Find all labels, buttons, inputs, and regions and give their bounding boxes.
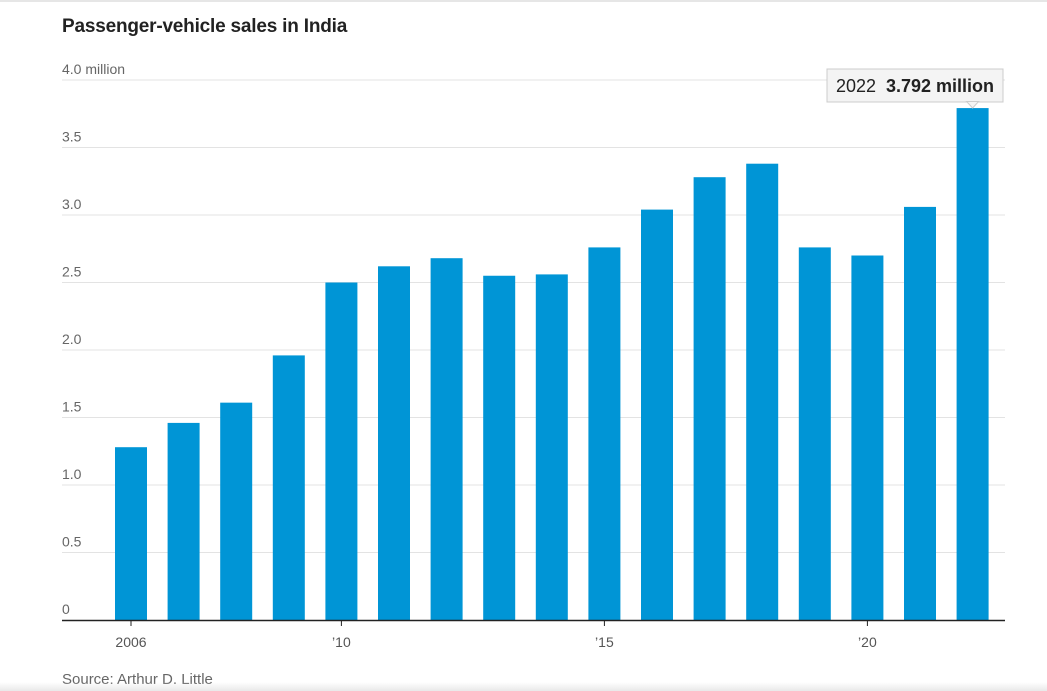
bar-2020	[851, 255, 884, 620]
callout-pointer	[965, 101, 980, 109]
y-tick-label: 3.0	[62, 196, 82, 212]
callout: 2022 3.792 million	[826, 68, 1004, 109]
x-axis-ticks: 2006 ’10 ’15 ’20	[115, 620, 877, 650]
top-divider	[0, 0, 1047, 2]
chart-title: Passenger-vehicle sales in India	[62, 16, 348, 37]
bar-2021	[904, 206, 936, 620]
y-tick-label: 1.0	[62, 466, 82, 482]
bar-2015	[588, 247, 621, 620]
callout-value: 3.792 million	[886, 76, 994, 96]
bar-2019	[798, 247, 831, 620]
callout-box	[826, 68, 1004, 103]
bar-2007	[167, 422, 200, 620]
bar-2006	[115, 447, 147, 620]
x-tick-label: 2006	[115, 634, 146, 650]
bar-2009	[272, 355, 305, 620]
bars	[115, 108, 989, 620]
x-tick-label: ’15	[595, 634, 614, 650]
bar-2013	[483, 275, 516, 620]
bar-2014	[535, 274, 568, 620]
y-tick-label: 0.5	[62, 534, 82, 550]
callout-year: 2022	[836, 76, 876, 96]
bar-2008	[220, 402, 253, 620]
bar-2016	[641, 209, 673, 620]
bar-2011	[378, 266, 410, 620]
x-tick-label: ’20	[858, 634, 877, 650]
y-tick-label: 4.0 million	[62, 61, 125, 77]
callout-label: 2022 3.792 million	[836, 76, 994, 96]
x-tick-label: ’10	[332, 634, 351, 650]
bar-2018	[746, 163, 779, 620]
bottom-fade	[0, 682, 1047, 691]
y-tick-label: 3.5	[62, 129, 82, 145]
bar-2017	[693, 177, 726, 620]
bar-2022	[956, 108, 989, 620]
y-axis-tick-labels: 0 0.5 1.0 1.5 2.0 2.5 3.0 3.5 4.0 million	[62, 61, 125, 617]
y-tick-label: 2.0	[62, 331, 82, 347]
y-tick-label: 1.5	[62, 399, 82, 415]
y-tick-label: 0	[62, 601, 70, 617]
bar-2012	[430, 258, 463, 620]
bar-2010	[325, 282, 358, 620]
y-tick-label: 2.5	[62, 264, 82, 280]
